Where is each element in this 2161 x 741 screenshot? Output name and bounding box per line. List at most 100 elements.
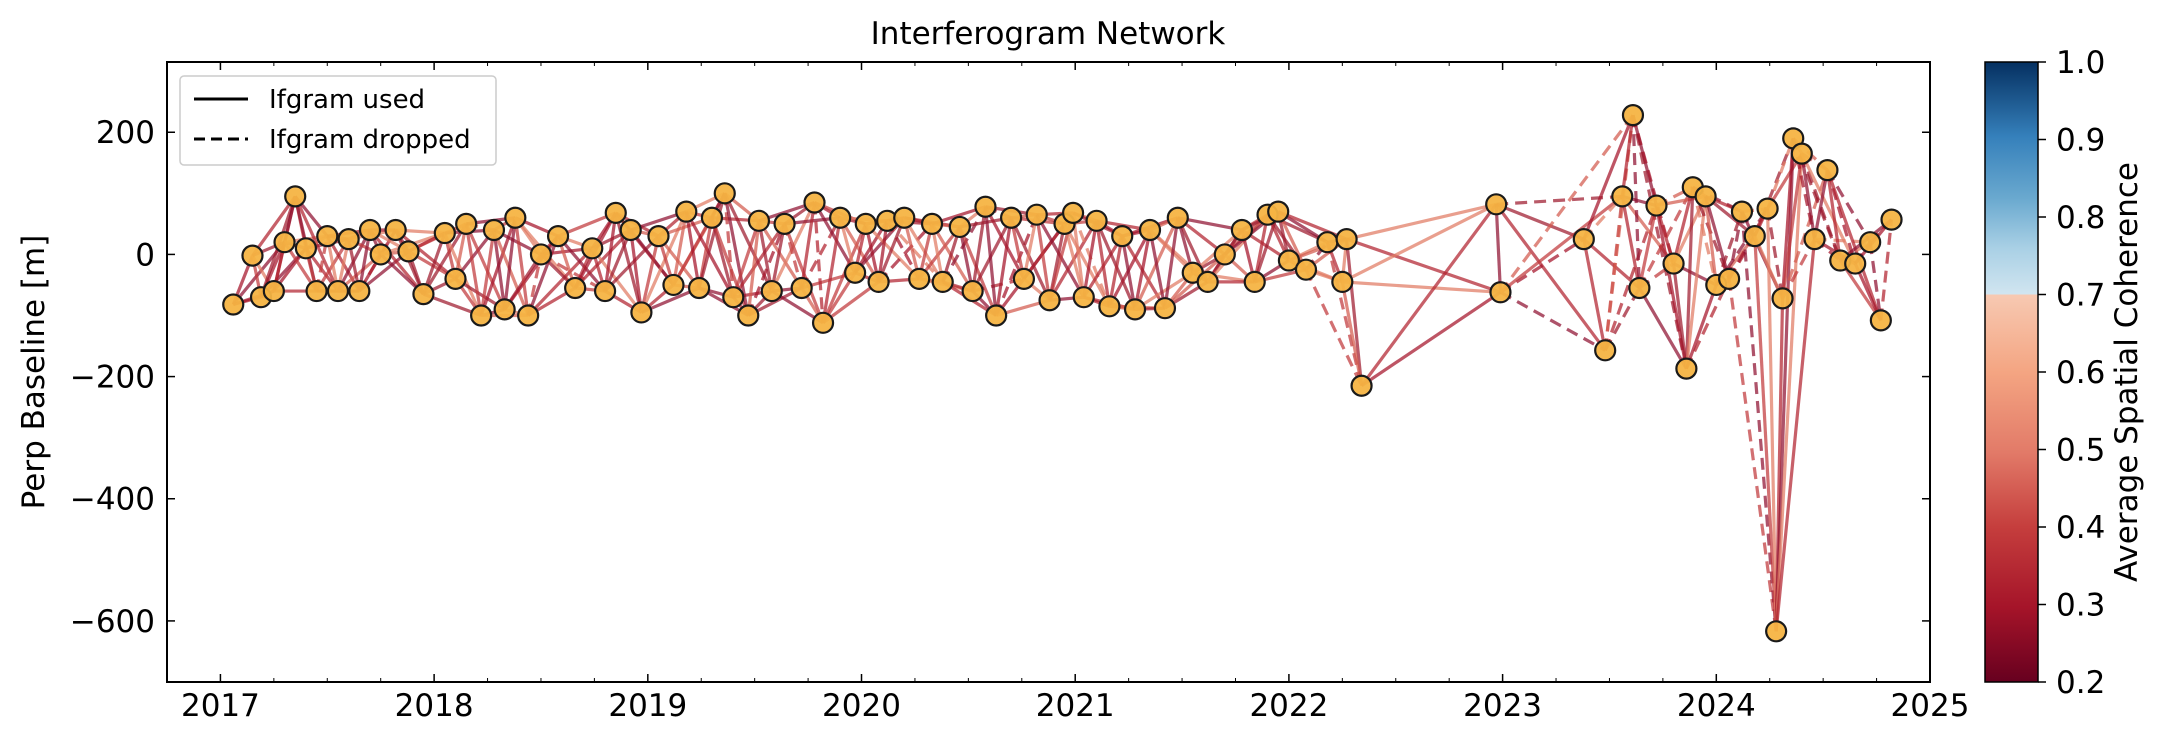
- acquisition-node: [1038, 289, 1061, 312]
- ifgram-dropped-edge: [1766, 208, 1785, 299]
- ifgram-dropped-edge: [723, 193, 735, 298]
- acquisition-node: [1111, 224, 1134, 248]
- acquisition-node: [1880, 208, 1903, 231]
- ifgram-used-edge: [1825, 169, 1842, 261]
- acquisition-node: [273, 231, 296, 254]
- ifgram-used-edge: [1620, 114, 1635, 197]
- acquisition-node: [737, 304, 760, 327]
- legend: Ifgram used Ifgram dropped: [179, 75, 497, 166]
- x-tick-label: 2017: [181, 688, 260, 724]
- ifgram-used-edge: [1346, 237, 1501, 294]
- acquisition-node: [1718, 267, 1741, 290]
- ifgram-used-edge: [1753, 236, 1778, 632]
- ifgram-used-edge: [671, 211, 688, 286]
- y-axis-label: Perp Baseline [m]: [16, 235, 52, 510]
- acquisition-node: [1645, 194, 1668, 217]
- ifgram-dropped-edge: [1631, 115, 1641, 289]
- acquisition-node: [412, 283, 435, 306]
- ifgram-used-edge: [822, 280, 880, 325]
- ifgram-used-edge: [1342, 280, 1501, 294]
- ifgram-used-edge: [479, 229, 496, 316]
- ifgram-used-edge: [1620, 196, 1641, 289]
- ifgram-used-edge: [1094, 220, 1111, 307]
- acquisition-node: [1756, 197, 1779, 220]
- acquisition-node: [241, 244, 264, 267]
- acquisition-node: [1572, 228, 1595, 251]
- acquisition-node: [504, 206, 527, 229]
- y-tick-label: −600: [70, 604, 155, 640]
- ifgram-used-edge: [1684, 284, 1718, 370]
- colorbar-tick-label: 0.3: [2056, 588, 2105, 624]
- acquisition-node: [316, 224, 339, 248]
- acquisition-node: [1294, 258, 1318, 281]
- acquisition-node: [722, 286, 745, 309]
- acquisition-node: [908, 267, 931, 290]
- x-tick-label: 2020: [822, 688, 901, 724]
- ifgram-used-edge: [930, 223, 975, 292]
- ifgram-dropped-edge: [877, 222, 934, 283]
- legend-box: [179, 75, 497, 166]
- ifgram-used-edge: [526, 235, 560, 317]
- colorbar-tick-label: 1.0: [2056, 45, 2105, 81]
- ifgram-used-edge: [1120, 235, 1137, 310]
- ifgram-used-edge: [971, 217, 1013, 292]
- acquisition-node: [760, 279, 783, 303]
- ifgram-used-edge: [513, 217, 530, 316]
- colorbar-light-band: [1985, 62, 2038, 294]
- acquisition-node: [811, 311, 835, 334]
- acquisition-node: [893, 206, 916, 229]
- ifgram-used-edge: [603, 212, 618, 292]
- y-tick-label: 200: [96, 115, 155, 151]
- ifgram-used-edge: [526, 247, 594, 317]
- ifgram-used-edge: [1765, 208, 1778, 632]
- x-tick-label: 2025: [1891, 688, 1970, 724]
- ifgram-dropped-edge: [1868, 241, 1883, 321]
- acquisition-node: [854, 212, 877, 235]
- acquisition-node: [713, 182, 736, 205]
- acquisition-node: [1000, 206, 1023, 229]
- colorbar-tick-label: 0.5: [2056, 433, 2105, 469]
- ifgram-used-edge: [1800, 152, 1857, 265]
- acquisition-node: [433, 221, 456, 245]
- acquisition-node: [294, 237, 318, 260]
- colorbar-tick-label: 0.6: [2056, 355, 2105, 391]
- ifgram-used-edge: [1134, 271, 1194, 311]
- colorbar-tick-label: 0.7: [2056, 278, 2105, 314]
- acquisition-node: [284, 185, 307, 208]
- y-tick-label: 0: [135, 237, 155, 273]
- ifgram-used-edge: [629, 229, 643, 313]
- acquisition-node: [700, 206, 724, 229]
- acquisition-node: [1675, 357, 1698, 380]
- ifgram-used-edge: [1107, 235, 1124, 307]
- ifgram-used-edge: [770, 223, 787, 292]
- ifgram-used-edge: [1345, 238, 1364, 386]
- ifgram-used-edge: [958, 226, 998, 317]
- acquisition-node: [305, 279, 328, 303]
- acquisition-node: [829, 206, 852, 229]
- acquisition-node: [1277, 249, 1301, 272]
- ifgram-dropped-edge: [1071, 212, 1111, 307]
- colorbar: 1.0 0.9 0.8 0.7 0.6 0.5 0.4 0.3 0.2 Average Spat…: [1984, 45, 2145, 701]
- acquisition-node: [931, 270, 954, 294]
- ifgram-used-edge: [492, 229, 507, 310]
- acquisition-node: [337, 228, 360, 251]
- ifgram-used-edge: [697, 192, 727, 289]
- acquisition-node: [262, 279, 285, 303]
- ifgram-used-edge: [983, 206, 998, 316]
- ifgram-used-edge: [1346, 202, 1497, 241]
- ifgram-used-edge: [1800, 153, 1817, 240]
- acquisition-node: [773, 212, 796, 235]
- ifgram-used-edge: [1582, 237, 1641, 290]
- x-axis: 2017 2018 2019 2020 2021 2022 2023 2024 2025: [181, 62, 1969, 724]
- acquisition-node: [1243, 270, 1266, 294]
- ifgram-used-edge: [1494, 203, 1607, 352]
- acquisition-node: [867, 270, 890, 294]
- acquisition-node: [1611, 185, 1634, 208]
- legend-entry-dropped: Ifgram dropped: [269, 125, 471, 155]
- ifgram-used-edge: [1825, 169, 1883, 321]
- acquisition-node: [593, 279, 617, 303]
- acquisition-node: [546, 224, 570, 248]
- acquisition-node: [384, 218, 407, 242]
- acquisition-node: [1730, 200, 1754, 223]
- acquisition-node: [470, 304, 493, 327]
